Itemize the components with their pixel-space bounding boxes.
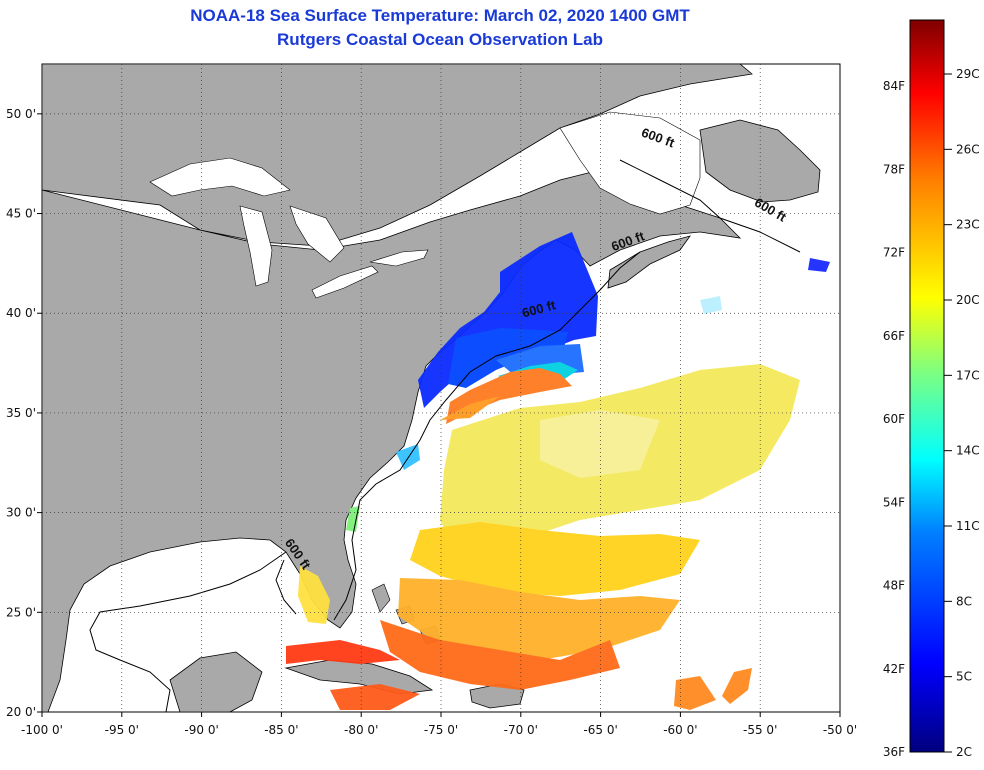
lon-tick-label: -85 0': [264, 723, 298, 737]
latitude-axis: 50 0' 45 0' 40 0' 35 0' 30 0' 25 0' 20 0': [6, 107, 42, 719]
map-subtitle: Rutgers Coastal Ocean Observation Lab: [277, 30, 603, 49]
colorbar-c-label: 26C: [956, 142, 980, 156]
lon-tick-label: -70 0': [504, 723, 538, 737]
longitude-axis: -100 0' -95 0' -90 0' -85 0' -80 0' -75 0' -70…: [21, 712, 857, 737]
colorbar-celsius-labels: 2C 5C 8C 11C 14C 17C 20C 23C 26C 29C: [944, 67, 980, 759]
lon-tick-label: -80 0': [344, 723, 378, 737]
lon-tick-label: -65 0': [583, 723, 617, 737]
colorbar-f-label: 78F: [883, 162, 905, 176]
lat-tick-label: 50 0': [6, 107, 36, 121]
lon-tick-label: -55 0': [743, 723, 777, 737]
colorbar-f-label: 84F: [883, 79, 905, 93]
lat-tick-label: 25 0': [6, 605, 36, 619]
lon-tick-label: -95 0': [105, 723, 139, 737]
lon-tick-label: -50 0': [823, 723, 857, 737]
lake-erie-ontario: [311, 249, 429, 299]
colorbar-f-label: 36F: [883, 745, 905, 759]
lon-tick-label: -100 0': [21, 723, 63, 737]
lat-tick-label: 20 0': [6, 705, 36, 719]
map-gridlines: [42, 64, 840, 712]
colorbar-f-label: 54F: [883, 495, 905, 509]
colorbar-c-label: 17C: [956, 368, 980, 382]
isobath-600ft-gulf: [275, 559, 297, 615]
lat-tick-label: 35 0': [6, 406, 36, 420]
lat-tick-label: 30 0': [6, 506, 36, 520]
colorbar-c-label: 29C: [956, 67, 980, 81]
lon-tick-label: -60 0': [663, 723, 697, 737]
yucatan-land: [169, 651, 263, 712]
colorbar-c-label: 20C: [956, 293, 980, 307]
lon-tick-label: -75 0': [424, 723, 458, 737]
gulf-st-lawrence: [559, 111, 701, 215]
lake-michigan-huron: [239, 205, 345, 287]
colorbar-f-label: 72F: [883, 246, 905, 260]
map-title: NOAA-18 Sea Surface Temperature: March 0…: [190, 6, 690, 25]
colorbar-c-label: 23C: [956, 218, 980, 232]
nova-scotia-land: [607, 235, 691, 289]
colorbar: [909, 19, 945, 753]
colorbar-c-label: 11C: [956, 519, 980, 533]
colorbar-f-label: 60F: [883, 412, 905, 426]
colorbar-c-label: 14C: [956, 444, 980, 458]
colorbar-fahrenheit-labels: 36F 42F 48F 54F 60F 66F 72F 78F 84F: [883, 79, 905, 759]
lat-tick-label: 40 0': [6, 306, 36, 320]
lon-tick-label: -90 0': [184, 723, 218, 737]
isobath-600ft: [89, 159, 801, 712]
colorbar-f-label: 48F: [883, 579, 905, 593]
lake-superior: [149, 157, 291, 197]
colorbar-c-label: 2C: [956, 745, 972, 759]
colorbar-c-label: 8C: [956, 594, 972, 608]
lat-tick-label: 45 0': [6, 207, 36, 221]
colorbar-f-label: 42F: [883, 662, 905, 676]
colorbar-f-label: 66F: [883, 329, 905, 343]
colorbar-c-label: 5C: [956, 670, 972, 684]
